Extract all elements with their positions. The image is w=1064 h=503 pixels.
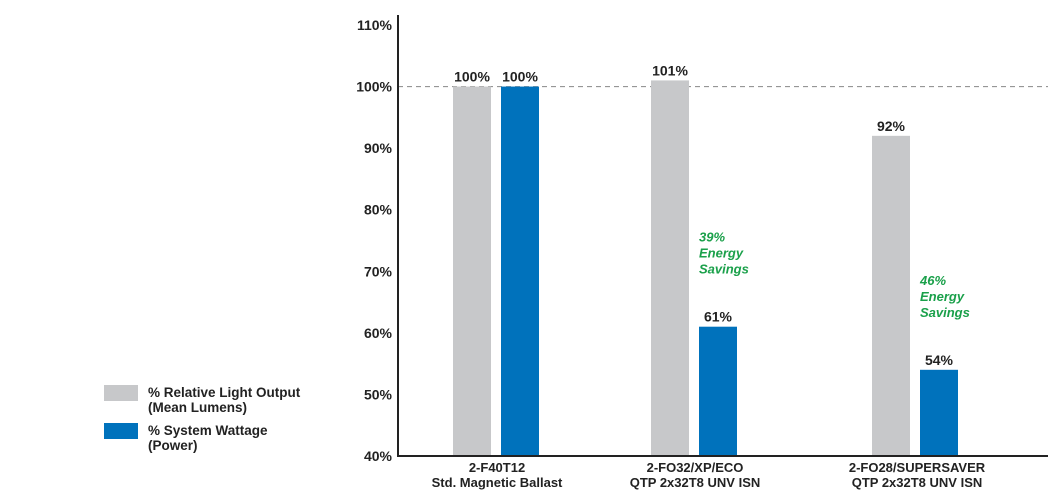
- data-label: 100%: [502, 69, 538, 85]
- legend-label-line: % System Wattage: [148, 423, 268, 438]
- legend-swatch: [104, 423, 138, 439]
- legend-label: % System Wattage (Power): [148, 423, 268, 453]
- bar: [651, 80, 689, 457]
- category-label: 2-FO28/SUPERSAVER QTP 2x32T8 UNV ISN: [849, 460, 986, 490]
- data-labels: 100% 101% 92% 100% 61% 54%: [454, 62, 953, 367]
- bars: [453, 80, 958, 457]
- category-label-line: 2-F40T12: [469, 460, 525, 475]
- y-tick-label: 80%: [364, 202, 393, 218]
- y-tick-label: 90%: [364, 140, 393, 156]
- legend: % Relative Light Output (Mean Lumens) % Sy…: [104, 385, 300, 461]
- annotation-line: Energy: [699, 246, 744, 261]
- bar: [501, 86, 539, 457]
- annotation-line: 46%: [919, 273, 946, 288]
- y-axis-ticks: 40% 50% 60% 70% 80% 90% 100% 110%: [356, 17, 392, 464]
- legend-item: % System Wattage (Power): [104, 423, 300, 453]
- bar: [920, 369, 958, 456]
- category-label-line: QTP 2x32T8 UNV ISN: [630, 475, 761, 490]
- category-label-line: QTP 2x32T8 UNV ISN: [852, 475, 983, 490]
- annotation-line: Savings: [699, 262, 749, 277]
- legend-swatch: [104, 385, 138, 401]
- bar: [453, 86, 491, 457]
- legend-label: % Relative Light Output (Mean Lumens): [148, 385, 300, 415]
- data-label: 101%: [652, 62, 688, 78]
- legend-item: % Relative Light Output (Mean Lumens): [104, 385, 300, 415]
- energy-savings-annotation: 46% Energy Savings: [919, 273, 970, 320]
- data-label: 92%: [877, 118, 906, 134]
- y-tick-label: 70%: [364, 263, 393, 279]
- y-tick-label: 40%: [364, 448, 393, 464]
- y-tick-label: 110%: [357, 17, 393, 33]
- data-label: 54%: [925, 352, 954, 368]
- y-tick-label: 100%: [356, 79, 392, 95]
- bar: [872, 135, 910, 457]
- y-tick-label: 50%: [364, 386, 393, 402]
- legend-label-line: (Mean Lumens): [148, 400, 248, 415]
- annotation-line: Savings: [920, 305, 970, 320]
- category-label-line: Std. Magnetic Ballast: [432, 475, 563, 490]
- category-label: 2-FO32/XP/ECO QTP 2x32T8 UNV ISN: [630, 460, 761, 490]
- energy-savings-annotation: 39% Energy Savings: [699, 230, 749, 277]
- annotation-line: 39%: [699, 230, 725, 245]
- category-label-line: 2-FO28/SUPERSAVER: [849, 460, 986, 475]
- legend-label-line: (Power): [148, 438, 198, 453]
- bar: [699, 326, 737, 456]
- category-labels: 2-F40T12 Std. Magnetic Ballast 2-FO32/XP/E…: [432, 460, 986, 490]
- category-label: 2-F40T12 Std. Magnetic Ballast: [432, 460, 563, 490]
- annotation-line: Energy: [920, 289, 965, 304]
- legend-label-line: % Relative Light Output: [148, 385, 301, 400]
- y-tick-label: 60%: [364, 325, 393, 341]
- data-label: 100%: [454, 69, 490, 85]
- data-label: 61%: [704, 309, 733, 325]
- category-label-line: 2-FO32/XP/ECO: [647, 460, 744, 475]
